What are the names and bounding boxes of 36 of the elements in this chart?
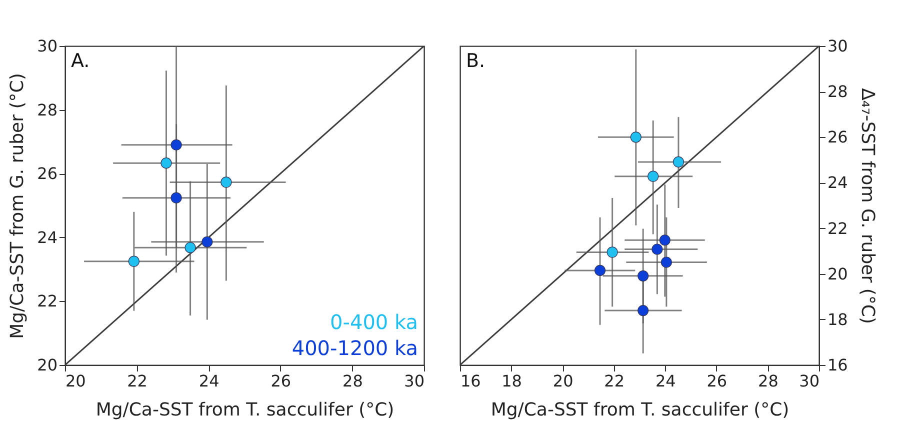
y2-tick-label: 22 <box>828 218 848 238</box>
x-tick-label: 28 <box>342 372 363 390</box>
x-tick-label: 22 <box>127 372 148 390</box>
text: 0-400 ka <box>330 310 418 334</box>
y-axis-title: Mg/Ca-SST from G. ruber (°C) <box>7 73 28 339</box>
annotation: B. <box>466 50 486 72</box>
x-tick-label: 28 <box>758 372 778 390</box>
text: 400-1200 ka <box>292 336 418 360</box>
y2-tick-label: 20 <box>828 264 848 284</box>
x-tick-label: 16 <box>460 372 481 390</box>
x-tick-label: 20 <box>552 372 574 390</box>
y-tick-label: 24 <box>37 228 58 247</box>
x-tick-label: 24 <box>198 372 220 390</box>
x-tick-label: 30 <box>799 372 820 390</box>
y2-tick-label: 18 <box>828 310 848 329</box>
y2-tick-label: 16 <box>828 356 848 374</box>
x-tick-label: 30 <box>404 372 424 390</box>
x-tick-label: 20 <box>66 372 86 390</box>
y-tick-label: 26 <box>37 164 58 184</box>
x-axis-title: Mg/Ca-SST from T. sacculifer (°C) <box>490 400 790 420</box>
x-tick-label: 26 <box>270 372 292 390</box>
x-axis-title: Mg/Ca-SST from T. sacculifer (°C) <box>96 400 394 420</box>
y-tick-label: 30 <box>37 36 58 56</box>
y2-tick-label: 24 <box>828 173 848 192</box>
x-tick-label: 22 <box>604 372 625 390</box>
annotation: A. <box>71 50 90 72</box>
y2-tick-label: 30 <box>828 36 848 56</box>
y2-tick-label: 28 <box>828 82 848 102</box>
y2-tick-label: 26 <box>828 128 848 147</box>
x-tick-label: 18 <box>502 372 522 390</box>
y-tick-label: 20 <box>37 356 58 374</box>
y2-axis-title: Δ₄₇-SST from G. ruber (°C) <box>856 88 878 324</box>
y-tick-label: 28 <box>37 100 58 120</box>
y-tick-label: 22 <box>37 292 58 311</box>
x-tick-label: 24 <box>655 372 676 390</box>
x-tick-label: 26 <box>706 372 728 390</box>
